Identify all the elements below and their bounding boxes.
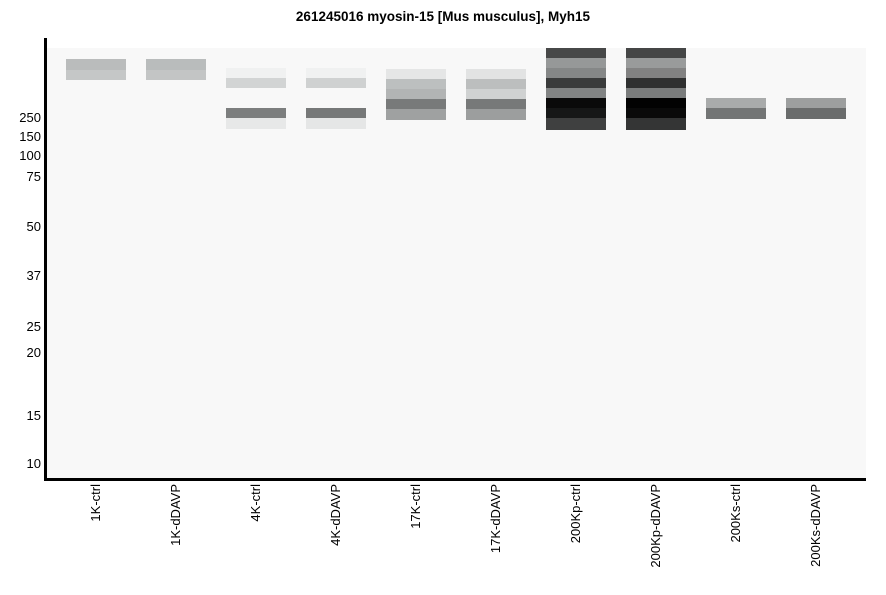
x-axis-line [44, 478, 866, 481]
y-axis-tick-label: 100 [19, 148, 41, 163]
gel-lane [466, 48, 526, 478]
gel-lane [66, 48, 126, 478]
y-axis-tick-label: 150 [19, 129, 41, 144]
protein-band [386, 89, 446, 99]
protein-band [546, 68, 606, 78]
protein-band [386, 69, 446, 79]
x-axis-lane-label: 200Ks-dDAVP [808, 484, 823, 567]
protein-band [466, 109, 526, 120]
protein-band [626, 78, 686, 88]
protein-band [466, 99, 526, 109]
protein-band [306, 108, 366, 118]
protein-band [66, 70, 126, 80]
protein-band [466, 79, 526, 89]
x-axis-lane-label: 200Ks-ctrl [728, 484, 743, 543]
protein-band [626, 118, 686, 130]
y-axis-tick-label: 25 [26, 319, 41, 334]
gel-plot-area [47, 48, 866, 478]
gel-lane [146, 48, 206, 478]
protein-band [226, 118, 286, 129]
gel-lane [706, 48, 766, 478]
protein-band [626, 58, 686, 68]
protein-band [466, 89, 526, 99]
protein-band [546, 58, 606, 68]
gel-lane [626, 48, 686, 478]
gel-lane [786, 48, 846, 478]
y-axis-tick-label: 37 [26, 268, 41, 283]
y-axis-tick-label: 20 [26, 345, 41, 360]
protein-band [226, 108, 286, 118]
x-axis-lane-label: 17K-dDAVP [488, 484, 503, 554]
protein-band [706, 98, 766, 108]
protein-band [546, 78, 606, 88]
gel-lane [386, 48, 446, 478]
protein-band [146, 59, 206, 70]
protein-band [466, 69, 526, 79]
protein-band [386, 99, 446, 109]
protein-band [626, 108, 686, 118]
protein-band [66, 59, 126, 70]
protein-band [546, 88, 606, 98]
y-axis-tick-label: 50 [26, 219, 41, 234]
x-axis-lane-label: 200Kp-dDAVP [648, 484, 663, 568]
protein-band [546, 48, 606, 58]
protein-band [306, 68, 366, 78]
x-axis-lane-label: 1K-ctrl [88, 484, 103, 522]
protein-band [226, 78, 286, 88]
y-axis-tick-label: 250 [19, 110, 41, 125]
protein-band [386, 109, 446, 120]
y-axis-tick-label: 15 [26, 408, 41, 423]
y-axis-tick-label: 75 [26, 169, 41, 184]
chart-title: 261245016 myosin-15 [Mus musculus], Myh1… [295, 9, 591, 24]
x-axis-lane-label: 1K-dDAVP [168, 484, 183, 546]
protein-band [626, 68, 686, 78]
gel-lane [546, 48, 606, 478]
protein-band [786, 98, 846, 108]
y-axis-tick-label: 10 [26, 456, 41, 471]
protein-band [546, 98, 606, 108]
protein-band [386, 79, 446, 89]
protein-band [546, 118, 606, 130]
x-axis-lane-label: 4K-ctrl [248, 484, 263, 522]
protein-band [546, 108, 606, 118]
protein-band [306, 118, 366, 129]
protein-band [626, 98, 686, 108]
x-axis-lane-label: 4K-dDAVP [328, 484, 343, 546]
protein-band [706, 108, 766, 119]
protein-band [786, 108, 846, 119]
protein-band [306, 78, 366, 88]
protein-band [626, 48, 686, 58]
protein-band [626, 88, 686, 98]
gel-lane [226, 48, 286, 478]
x-axis-lane-label: 200Kp-ctrl [568, 484, 583, 544]
y-axis-line [44, 38, 47, 481]
x-axis-lane-label: 17K-ctrl [408, 484, 423, 529]
gel-lane [306, 48, 366, 478]
protein-band [226, 68, 286, 78]
protein-band [146, 70, 206, 80]
